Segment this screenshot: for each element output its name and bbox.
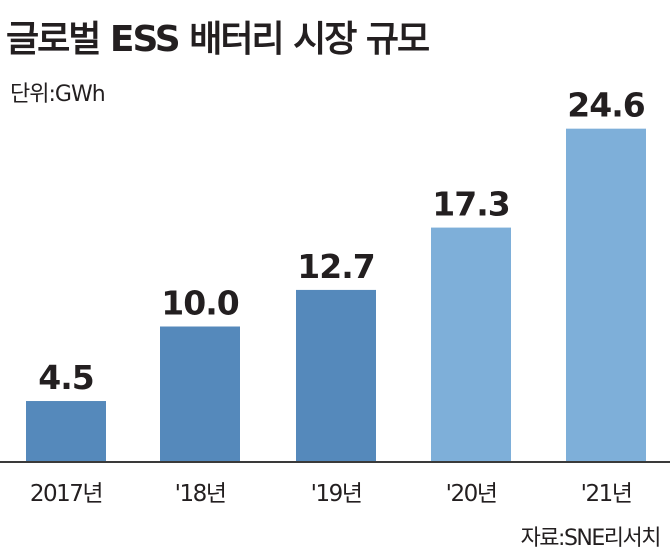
- bar: [431, 227, 511, 462]
- data-label: 10.0: [161, 284, 238, 323]
- data-label: 24.6: [567, 86, 644, 125]
- bar: [160, 326, 240, 462]
- data-label: 12.7: [297, 247, 374, 286]
- x-tick-label: '19년: [311, 481, 362, 507]
- data-label: 17.3: [432, 185, 509, 224]
- x-tick-label: 2017년: [30, 481, 102, 507]
- chart-title: 글로벌 ESS 배터리 시장 규모: [6, 19, 430, 60]
- bar: [566, 128, 646, 463]
- source-label: 자료:SNE리서치: [520, 526, 662, 551]
- x-tick-label: '18년: [175, 481, 226, 507]
- x-tick-label: '21년: [581, 481, 632, 507]
- bar: [296, 289, 376, 462]
- bar: [26, 401, 106, 462]
- unit-label: 단위:GWh: [10, 82, 106, 107]
- x-tick-label: '20년: [446, 481, 497, 507]
- data-label: 4.5: [38, 358, 93, 397]
